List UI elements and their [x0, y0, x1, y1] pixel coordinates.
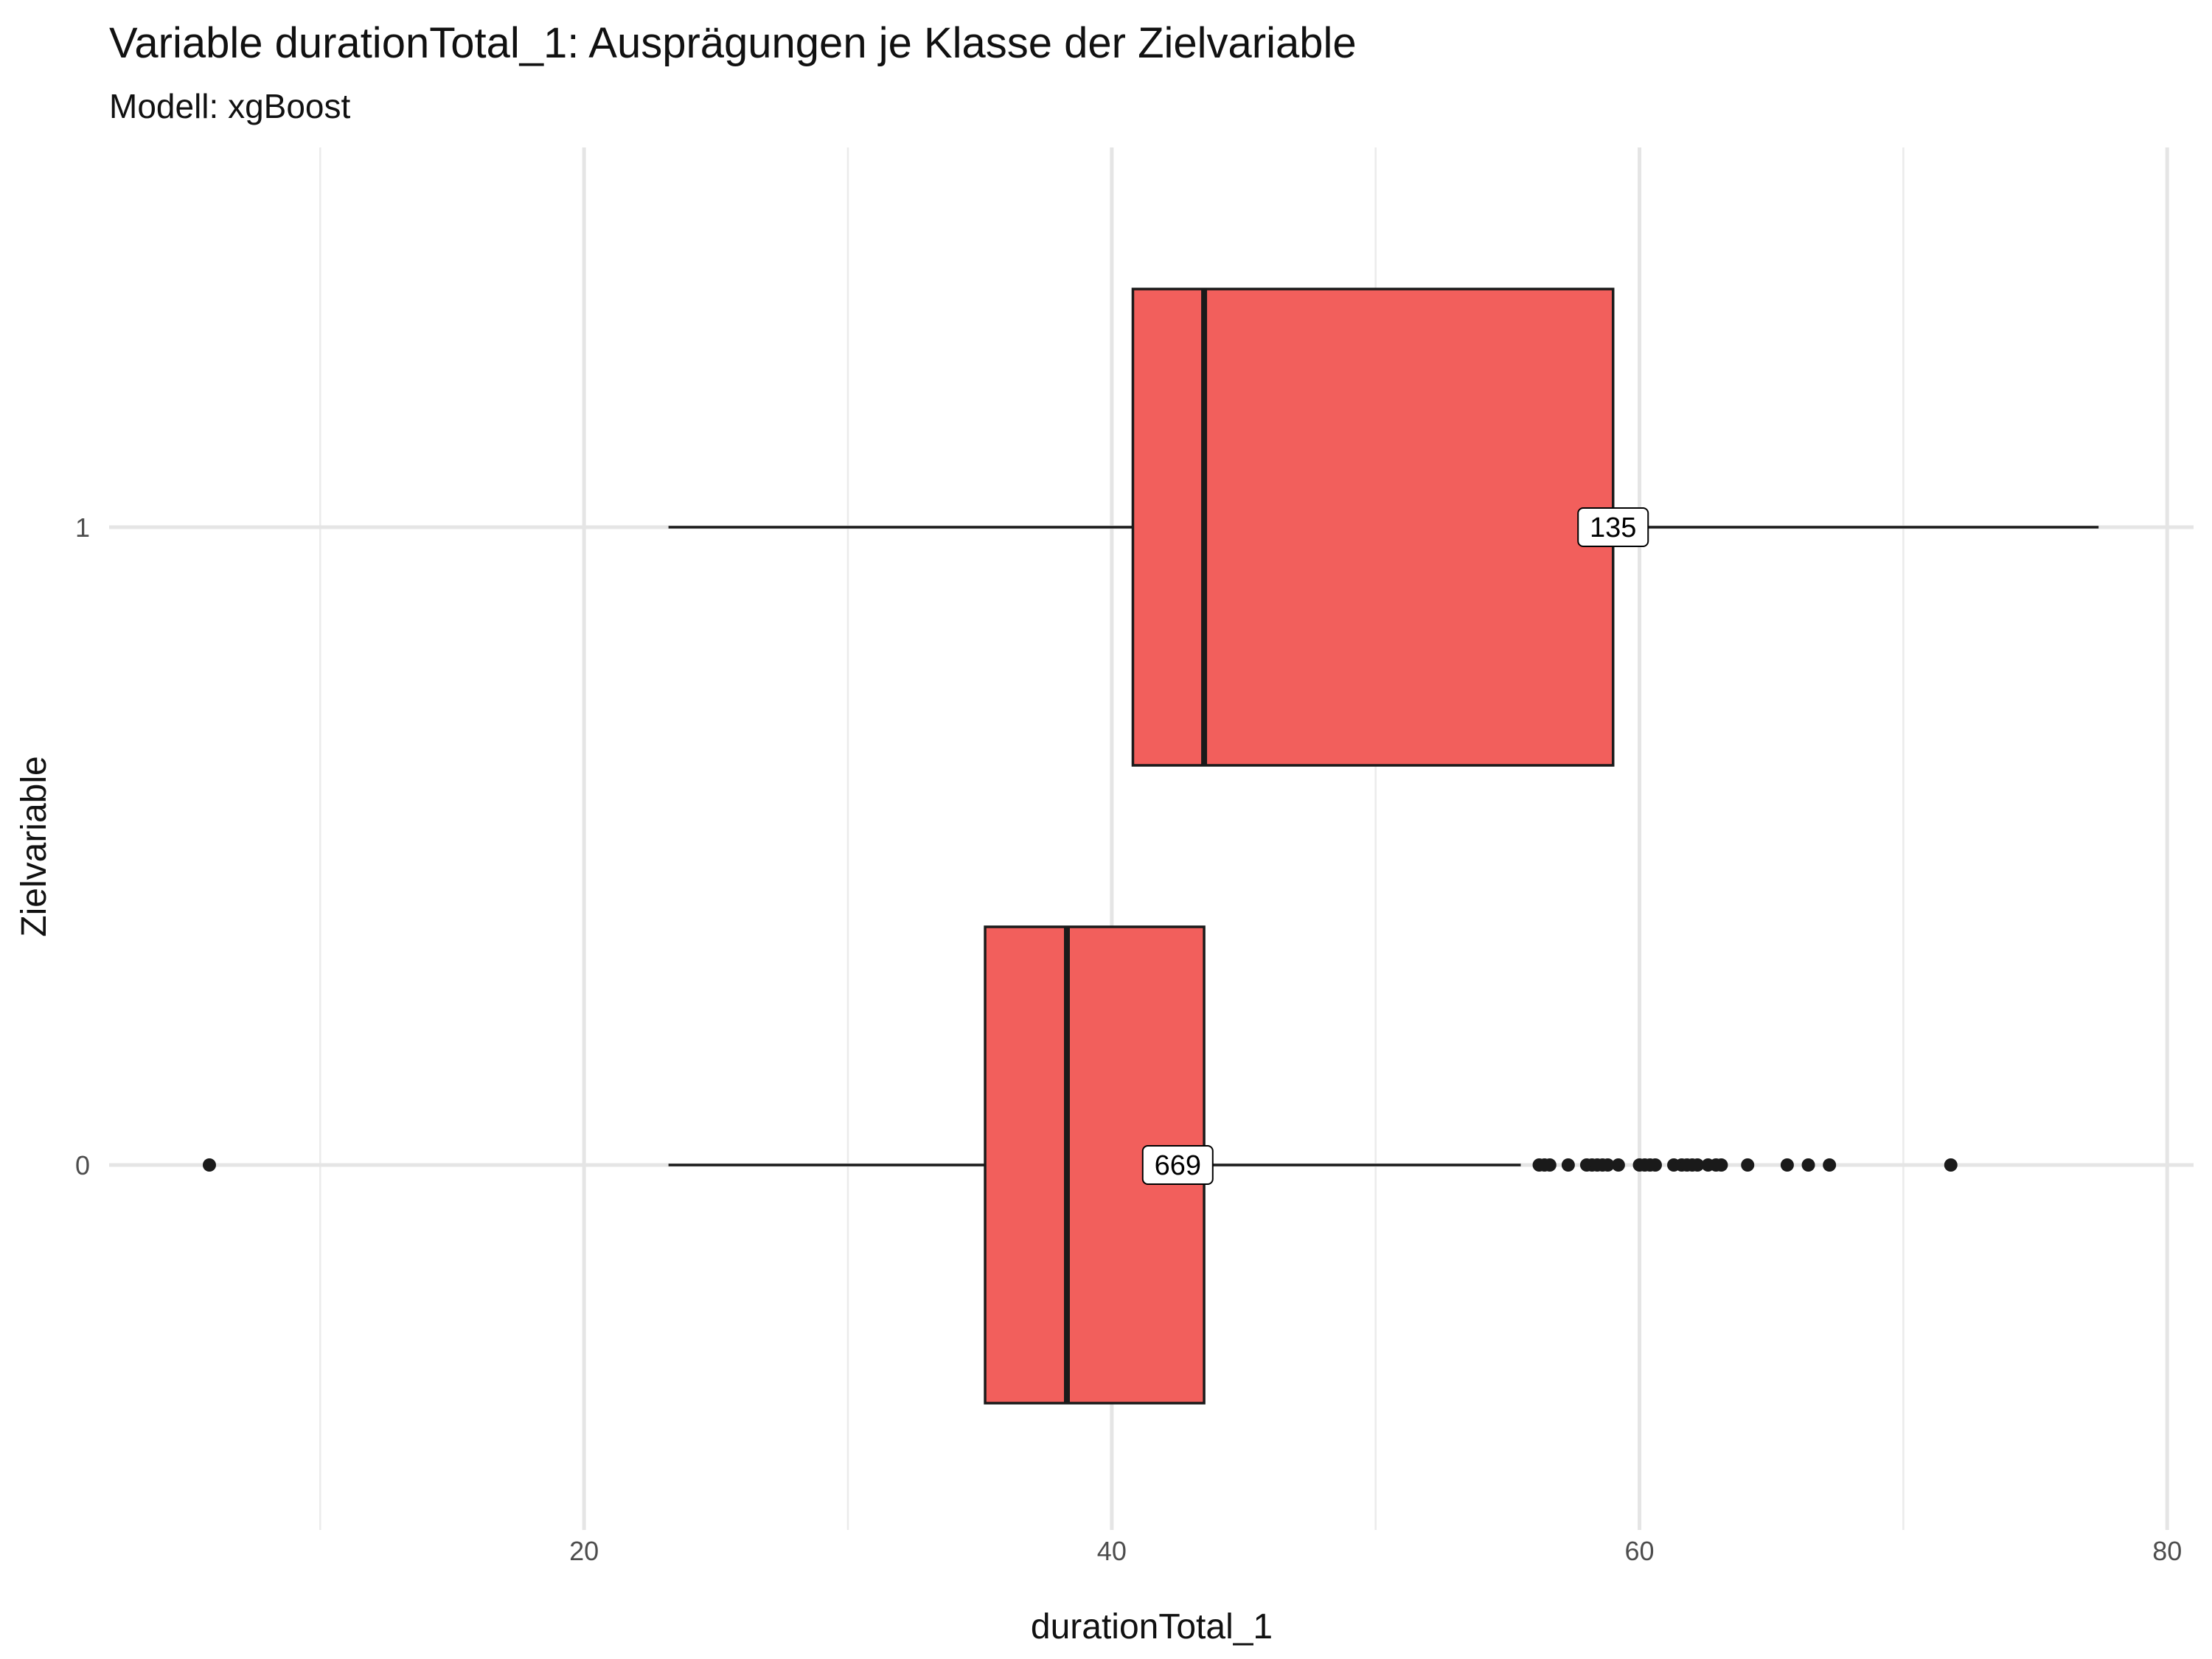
- count-labels: 669 135: [1141, 507, 1649, 1185]
- chart-title: Variable durationTotal_1: Ausprägungen j…: [109, 19, 1357, 67]
- x-tick-label: 60: [1624, 1536, 1654, 1566]
- outlier-point: [1543, 1158, 1557, 1172]
- outlier-point: [1611, 1158, 1625, 1172]
- axis-ticks: 20 40 60 80 0 1: [75, 512, 2182, 1566]
- boxes: [202, 288, 2099, 1405]
- outlier-point: [1741, 1158, 1755, 1172]
- box-iqr: [1131, 288, 1615, 767]
- outlier-point: [1780, 1158, 1794, 1172]
- outlier-point: [1648, 1158, 1662, 1172]
- count-label-box: [1141, 1145, 1214, 1185]
- x-tick-label: 80: [2152, 1536, 2182, 1566]
- y-axis-title: Zielvariable: [15, 756, 54, 936]
- outlier-point: [1601, 1158, 1615, 1172]
- y-tick-label: 1: [75, 512, 90, 543]
- outlier-point: [1823, 1158, 1837, 1172]
- outlier-point: [1944, 1158, 1958, 1172]
- x-tick-label: 40: [1097, 1536, 1127, 1566]
- count-label-box: [1577, 507, 1649, 547]
- count-label: 135: [1590, 512, 1636, 543]
- x-axis-title: durationTotal_1: [1031, 1607, 1273, 1646]
- outlier-point: [1801, 1158, 1815, 1172]
- chart-subtitle: Modell: xgBoost: [109, 87, 350, 125]
- x-tick-label: 20: [569, 1536, 599, 1566]
- outlier-point: [202, 1158, 216, 1172]
- y-tick-label: 0: [75, 1150, 90, 1180]
- outlier-point: [1714, 1158, 1728, 1172]
- outlier-point: [1691, 1158, 1705, 1172]
- outlier-point: [1561, 1158, 1575, 1172]
- count-label: 669: [1155, 1150, 1201, 1181]
